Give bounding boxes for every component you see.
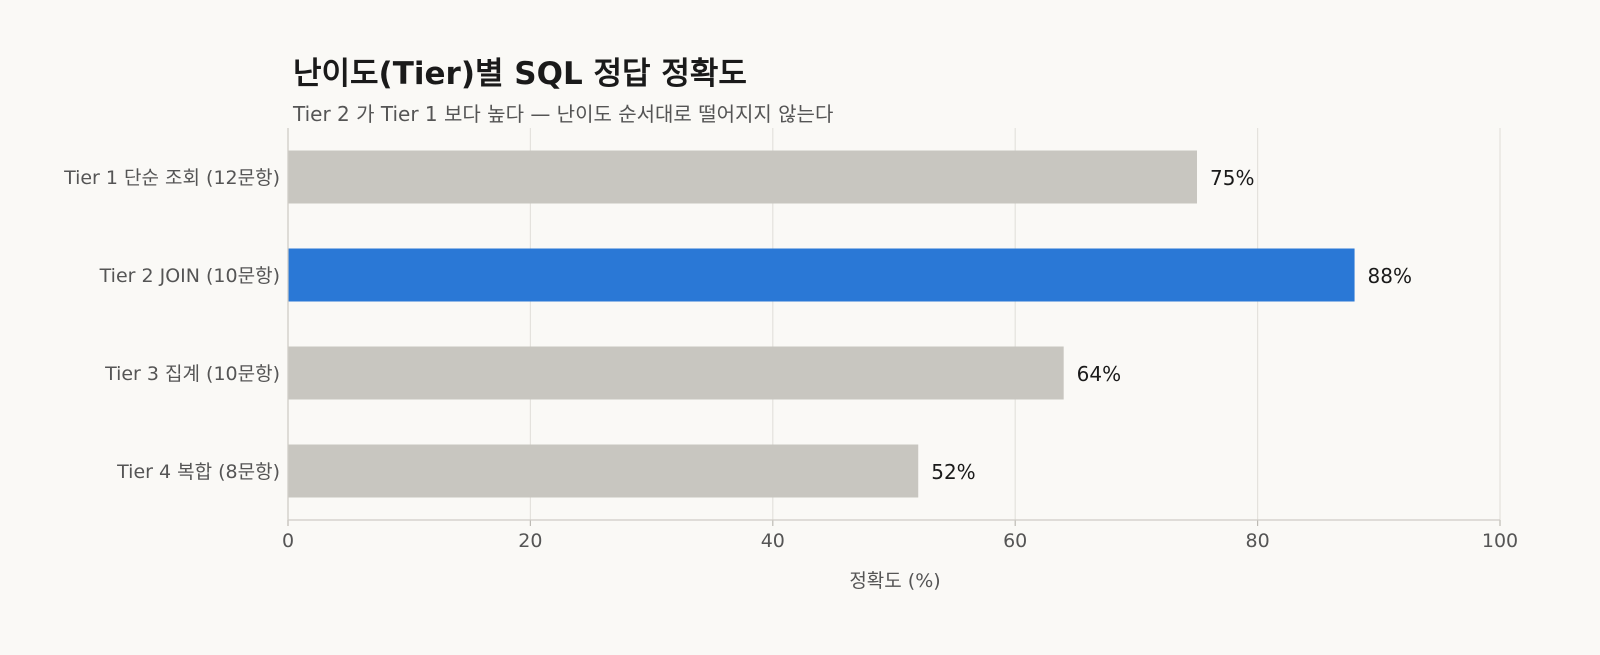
chart-subtitle: Tier 2 가 Tier 1 보다 높다 — 난이도 순서대로 떨어지지 않는… — [293, 102, 834, 126]
bar — [288, 346, 1064, 400]
x-tick-label: 40 — [761, 530, 785, 552]
value-label: 64% — [1077, 362, 1121, 386]
category-label: Tier 3 집계 (10문항) — [104, 363, 280, 385]
value-label: 88% — [1368, 264, 1412, 288]
x-tick-label: 20 — [518, 530, 542, 552]
x-tick-label: 80 — [1246, 530, 1270, 552]
bar — [288, 150, 1197, 204]
category-label: Tier 1 단순 조회 (12문항) — [63, 167, 280, 189]
value-label: 75% — [1210, 166, 1254, 190]
x-axis-title: 정확도 (%) — [849, 570, 940, 592]
x-tick-label: 0 — [282, 530, 294, 552]
x-tick-label: 60 — [1003, 530, 1027, 552]
category-label: Tier 4 복합 (8문항) — [116, 461, 280, 483]
category-label: Tier 2 JOIN (10문항) — [99, 265, 280, 287]
x-tick-label: 100 — [1482, 530, 1518, 552]
bar — [288, 444, 919, 498]
chart-title: 난이도(Tier)별 SQL 정답 정확도 — [293, 56, 747, 92]
bar — [288, 248, 1355, 302]
value-label: 52% — [931, 460, 975, 484]
x-axis: 0 20 40 60 80 100 — [282, 128, 1518, 552]
bars: Tier 1 단순 조회 (12문항) 75% Tier 2 JOIN (10문항)… — [63, 150, 1412, 498]
